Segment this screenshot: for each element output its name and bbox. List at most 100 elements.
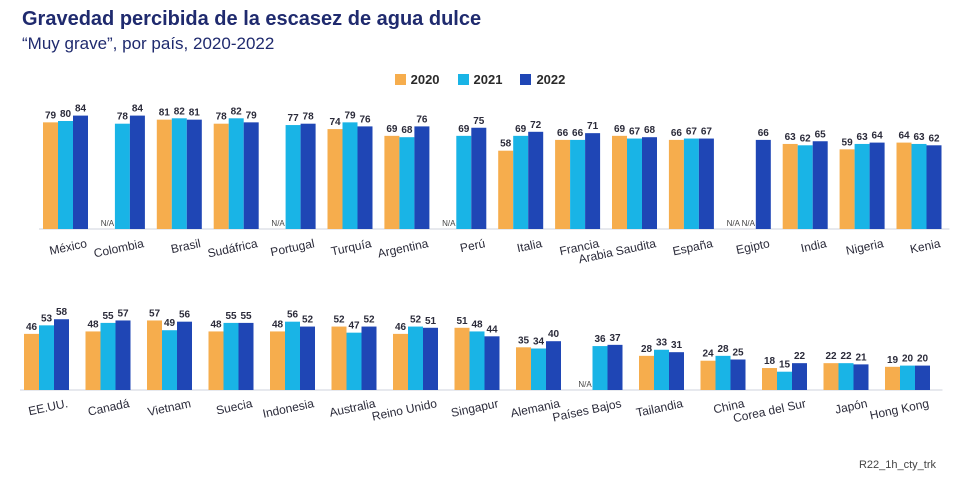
bar-2021 — [715, 355, 731, 390]
na-label: N/A — [578, 380, 592, 389]
bar-2021 — [171, 118, 187, 229]
bar-2021 — [854, 143, 870, 229]
value-label-2021: 63 — [857, 132, 869, 143]
value-label-2022: 22 — [794, 351, 806, 362]
bar-2021 — [114, 123, 130, 229]
bar-2020 — [823, 363, 839, 390]
bar-2020 — [208, 331, 224, 390]
bar-2020 — [156, 119, 172, 229]
bar-2021 — [285, 125, 301, 229]
value-label-2020: 48 — [210, 319, 222, 330]
bar-2021 — [456, 135, 472, 229]
category-label: Egipto — [735, 236, 772, 257]
value-label-2021: 15 — [779, 360, 791, 371]
bar-2020 — [668, 139, 684, 229]
value-label-2022: 84 — [132, 104, 144, 115]
bar-2022 — [484, 336, 500, 390]
bar-2020 — [498, 150, 514, 229]
bar-2022 — [471, 127, 487, 229]
legend-item-2020: 2020 — [394, 72, 440, 87]
category-label: Tailandia — [635, 396, 685, 420]
bar-2021 — [162, 330, 177, 390]
value-label-2022: 71 — [587, 121, 599, 132]
category-label: Turquía — [330, 236, 373, 258]
na-label: N/A — [442, 219, 456, 228]
value-label-2021: 78 — [117, 112, 129, 123]
value-label-2020: 48 — [272, 319, 284, 330]
value-label-2021: 48 — [471, 319, 483, 330]
bar-2020 — [762, 368, 777, 390]
value-label-2020: 66 — [671, 128, 683, 139]
value-label-2022: 58 — [56, 307, 68, 318]
bar-2021 — [683, 138, 699, 229]
bar-2021 — [592, 346, 608, 390]
na-label: N/A — [101, 219, 115, 228]
value-label-2021: 34 — [533, 337, 545, 348]
legend-swatch-2020 — [394, 74, 406, 85]
value-label-2020: 24 — [702, 349, 714, 360]
value-label-2021: 52 — [410, 315, 422, 326]
value-label-2021: 82 — [231, 106, 243, 117]
value-label-2022: 20 — [917, 354, 929, 365]
value-label-2021: 62 — [800, 133, 812, 144]
value-label-2021: 49 — [164, 318, 176, 329]
bar-2021 — [39, 325, 54, 390]
value-label-2020: 66 — [557, 128, 569, 139]
category-label: Perú — [459, 236, 487, 255]
value-label-2020: 58 — [500, 139, 512, 150]
category-label: Nigeria — [845, 236, 885, 258]
bar-2020 — [885, 366, 900, 390]
category-label: Portugal — [269, 236, 316, 259]
value-label-2021: 28 — [717, 344, 729, 355]
legend-swatch-2022 — [520, 74, 532, 85]
bar-2022 — [869, 142, 885, 229]
bar-2022 — [915, 365, 930, 390]
bar-2021 — [100, 322, 116, 390]
value-label-2020: 46 — [395, 322, 407, 333]
bar-2021 — [399, 137, 415, 229]
category-label: Suecia — [215, 396, 254, 417]
value-label-2021: 68 — [401, 125, 413, 136]
source-code: R22_1h_cty_trk — [858, 459, 936, 471]
chart-title: Gravedad percibida de la escasez de agua… — [22, 8, 482, 30]
value-label-2021: 53 — [41, 313, 53, 324]
value-label-2022: 68 — [644, 125, 656, 136]
value-label-2022: 64 — [872, 131, 884, 142]
bar-2022 — [243, 122, 259, 229]
category-label: Argentina — [376, 236, 429, 260]
bar-2021 — [838, 363, 854, 390]
value-label-2021: 80 — [60, 109, 72, 120]
bar-2022 — [300, 123, 316, 229]
value-label-2021: 22 — [840, 351, 852, 362]
value-label-2022: 62 — [928, 133, 940, 144]
value-label-2022: 81 — [189, 108, 201, 119]
value-label-2020: 81 — [159, 108, 171, 119]
value-label-2022: 40 — [548, 329, 560, 340]
bar-2021 — [228, 118, 244, 229]
na-label: N/A — [742, 219, 756, 228]
category-label: China — [712, 396, 746, 416]
bar-2020 — [327, 129, 343, 229]
value-label-2020: 22 — [825, 351, 837, 362]
bar-2022 — [238, 322, 254, 390]
category-label: México — [48, 236, 88, 258]
bar-2022 — [54, 319, 69, 390]
value-label-2021: 79 — [344, 110, 356, 121]
bar-2022 — [926, 145, 942, 229]
bar-2020 — [147, 320, 162, 390]
value-label-2021: 69 — [515, 124, 527, 135]
category-label: Kenia — [909, 236, 942, 256]
category-label: Reino Unido — [371, 396, 439, 423]
bar-2020 — [516, 347, 531, 390]
bar-2022 — [755, 139, 771, 229]
bar-2022 — [186, 119, 202, 229]
chart-subtitle: “Muy grave”, por país, 2020-2022 — [22, 34, 275, 53]
value-label-2022: 76 — [359, 114, 371, 125]
legend-label-2022: 2022 — [536, 72, 566, 87]
bar-2022 — [177, 321, 192, 390]
value-label-2020: 74 — [329, 117, 341, 128]
category-label: Canadá — [87, 396, 131, 419]
bar-2021 — [285, 321, 300, 390]
category-label: Japón — [834, 396, 869, 416]
value-label-2020: 35 — [518, 335, 530, 346]
